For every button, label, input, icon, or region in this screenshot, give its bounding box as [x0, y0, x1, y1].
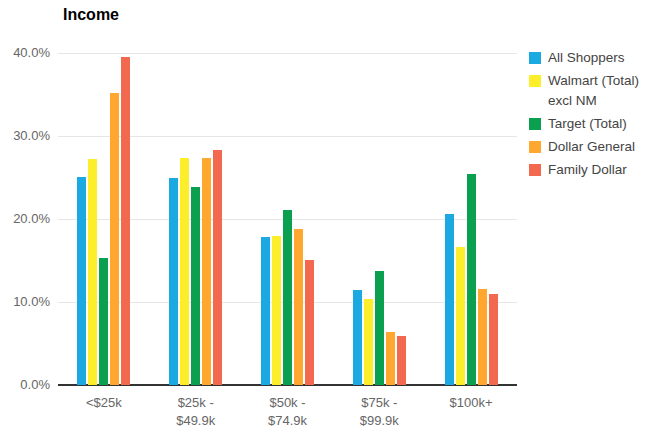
- bar-target-total: [467, 174, 476, 385]
- bar-dollar-general: [110, 93, 119, 385]
- bar-family-dollar: [213, 150, 222, 385]
- x-axis-category-label: $100k+: [425, 394, 517, 412]
- bar-all-shoppers: [77, 177, 86, 385]
- bar-target-total: [99, 258, 108, 385]
- legend-label: All Shoppers: [548, 48, 625, 68]
- bar-target-total: [375, 271, 384, 385]
- legend-color-swatch: [529, 164, 541, 176]
- legend-label: Target (Total): [548, 114, 627, 134]
- legend-color-swatch: [529, 52, 541, 64]
- bar-target-total: [191, 187, 200, 385]
- legend-item-walmart-total-excl-nm: Walmart (Total) excl NM: [529, 71, 649, 111]
- bar-group: [150, 53, 242, 385]
- bar-all-shoppers: [353, 290, 362, 385]
- chart-legend: All Shoppers Walmart (Total) excl NM Targe…: [529, 48, 649, 180]
- y-axis-tick-label: 30.0%: [0, 128, 50, 144]
- bar-family-dollar: [397, 336, 406, 385]
- legend-item-family-dollar: Family Dollar: [529, 160, 649, 180]
- legend-item-all-shoppers: All Shoppers: [529, 48, 649, 68]
- bar-dollar-general: [478, 289, 487, 385]
- bar-walmart-total-excl-nm: [180, 158, 189, 385]
- x-axis-category-label: <$25k: [58, 394, 150, 412]
- bar-all-shoppers: [261, 237, 270, 385]
- x-axis-category-label: $25k - $49.9k: [150, 394, 242, 430]
- legend-item-dollar-general: Dollar General: [529, 137, 649, 157]
- legend-color-swatch: [529, 75, 541, 87]
- x-axis-category-label: $75k - $99.9k: [333, 394, 425, 430]
- bar-dollar-general: [386, 332, 395, 385]
- bar-all-shoppers: [445, 214, 454, 385]
- bar-walmart-total-excl-nm: [456, 247, 465, 385]
- legend-color-swatch: [529, 141, 541, 153]
- bar-dollar-general: [202, 158, 211, 385]
- bar-family-dollar: [121, 57, 130, 385]
- legend-label: Walmart (Total) excl NM: [548, 71, 648, 111]
- income-chart: Income 40.0%30.0%20.0%10.0%0.0%<$25k$25k…: [0, 0, 652, 440]
- bar-family-dollar: [305, 260, 314, 385]
- y-axis-tick-label: 10.0%: [0, 294, 50, 310]
- bar-group: [58, 53, 150, 385]
- bar-walmart-total-excl-nm: [88, 159, 97, 385]
- bar-family-dollar: [489, 294, 498, 385]
- y-axis-tick-label: 20.0%: [0, 211, 50, 227]
- legend-item-target-total: Target (Total): [529, 114, 649, 134]
- legend-color-swatch: [529, 118, 541, 130]
- x-axis-category-label: $50k - $74.9k: [242, 394, 334, 430]
- legend-label: Family Dollar: [548, 160, 627, 180]
- bar-dollar-general: [294, 229, 303, 385]
- bar-all-shoppers: [169, 178, 178, 385]
- legend-label: Dollar General: [548, 137, 635, 157]
- bar-target-total: [283, 210, 292, 385]
- bar-group: [425, 53, 517, 385]
- y-axis-tick-label: 0.0%: [0, 377, 50, 393]
- bar-group: [333, 53, 425, 385]
- y-axis-tick-label: 40.0%: [0, 45, 50, 61]
- bar-group: [242, 53, 334, 385]
- bar-walmart-total-excl-nm: [364, 299, 373, 385]
- bar-walmart-total-excl-nm: [272, 236, 281, 385]
